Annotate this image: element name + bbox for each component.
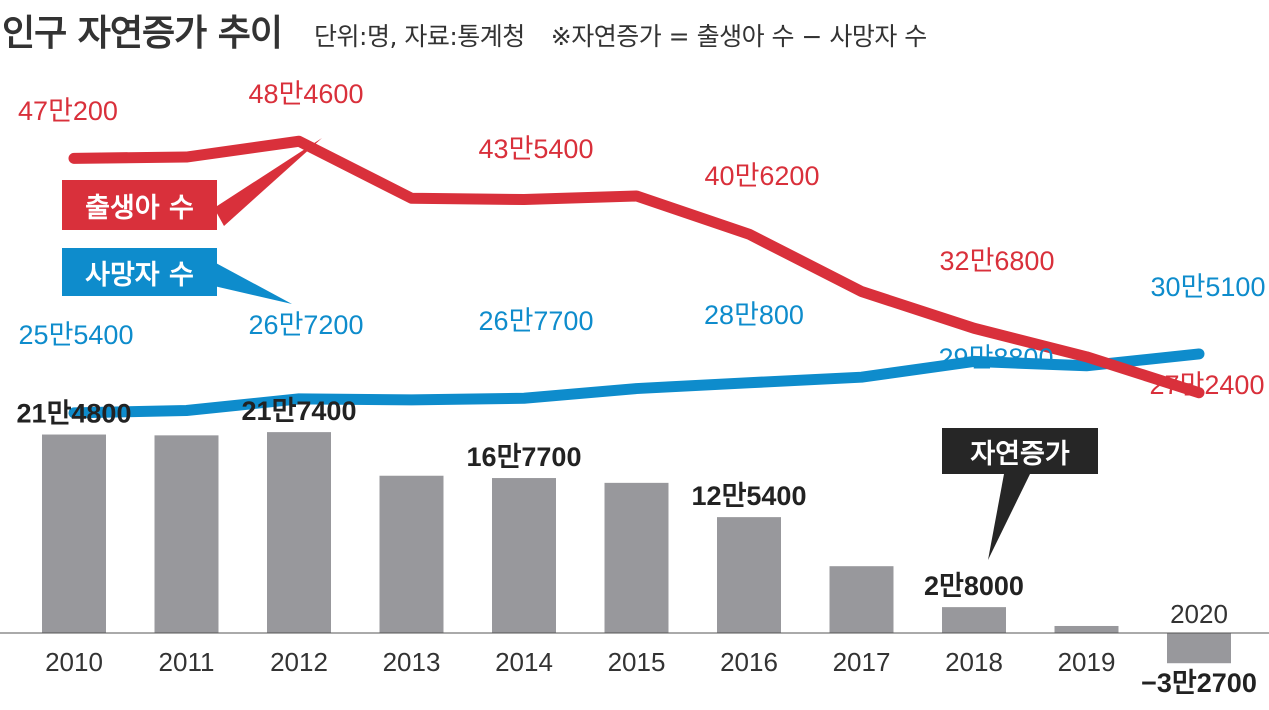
births-value-label-2010: 47만200: [18, 96, 118, 126]
natural-value-label-2014: 16만7700: [467, 442, 582, 472]
natural-value-label-2016: 12만5400: [692, 481, 807, 511]
natural-bar-2019: [1054, 625, 1119, 633]
legend-natural-increase: 자연증가: [942, 428, 1098, 474]
deaths-value-label-2014: 26만7700: [479, 306, 594, 336]
natural-bar-2012: [267, 432, 331, 633]
x-tick-label-2015: 2015: [608, 647, 666, 677]
legend-deaths: 사망자 수: [62, 248, 217, 296]
title-row: 인구 자연증가 추이 단위:명, 자료:통계청 ※자연증가 = 출생아 수 − …: [2, 4, 927, 54]
births-value-label-2016: 40만6200: [705, 161, 820, 191]
natural-value-label-2020: −3만2700: [1141, 668, 1257, 698]
x-tick-label-2010: 2010: [45, 647, 103, 677]
deaths-value-label-2016: 28만800: [704, 300, 804, 330]
natural-bar-2014: [492, 478, 556, 633]
natural-bar-2020: [1167, 633, 1231, 664]
x-tick-label-2012: 2012: [270, 647, 328, 677]
natural-legend-pointer: [988, 474, 1030, 560]
x-tick-label-2020: 2020: [1170, 599, 1228, 629]
deaths-legend-pointer: [214, 262, 292, 304]
births-legend-pointer: [214, 138, 322, 226]
natural-value-label-2012: 21만7400: [242, 396, 357, 426]
births-value-label-2012: 48만4600: [249, 79, 364, 109]
natural-value-label-2018: 2만8000: [924, 571, 1024, 601]
births-line: [68, 135, 1205, 399]
deaths-value-label-2020: 30만5100: [1151, 272, 1266, 302]
x-tick-label-2017: 2017: [833, 647, 891, 677]
x-tick-label-2019: 2019: [1058, 647, 1116, 677]
natural-bar-2018: [942, 607, 1006, 633]
legend-births: 출생아 수: [62, 180, 217, 230]
natural-bar-2016: [717, 517, 781, 633]
natural-bar-2013: [379, 475, 444, 633]
formula-note: ※자연증가 = 출생아 수 − 사망자 수: [550, 22, 928, 51]
natural-bar-2015: [604, 482, 669, 633]
births-value-label-2020: 27만2400: [1150, 370, 1265, 400]
deaths-value-label-2010: 25만5400: [19, 320, 134, 350]
births-value-label-2014: 43만5400: [479, 134, 594, 164]
deaths-value-label-2012: 26만7200: [249, 310, 364, 340]
natural-bar-2017: [829, 566, 894, 633]
x-tick-label-2014: 2014: [495, 647, 553, 677]
natural-bar-2011: [154, 435, 219, 633]
unit-source-note: 단위:명, 자료:통계청: [314, 22, 525, 51]
chart-title: 인구 자연증가 추이: [2, 13, 283, 54]
x-tick-label-2018: 2018: [945, 647, 1003, 677]
deaths-line: [68, 348, 1205, 419]
x-tick-label-2011: 2011: [159, 647, 215, 677]
x-tick-label-2013: 2013: [383, 647, 441, 677]
births-value-label-2018: 32만6800: [940, 246, 1055, 276]
x-tick-label-2016: 2016: [720, 647, 778, 677]
deaths-value-label-2018: 29만8800: [939, 343, 1054, 373]
natural-bar-2010: [42, 434, 106, 633]
natural-value-label-2010: 21만4800: [17, 399, 132, 429]
